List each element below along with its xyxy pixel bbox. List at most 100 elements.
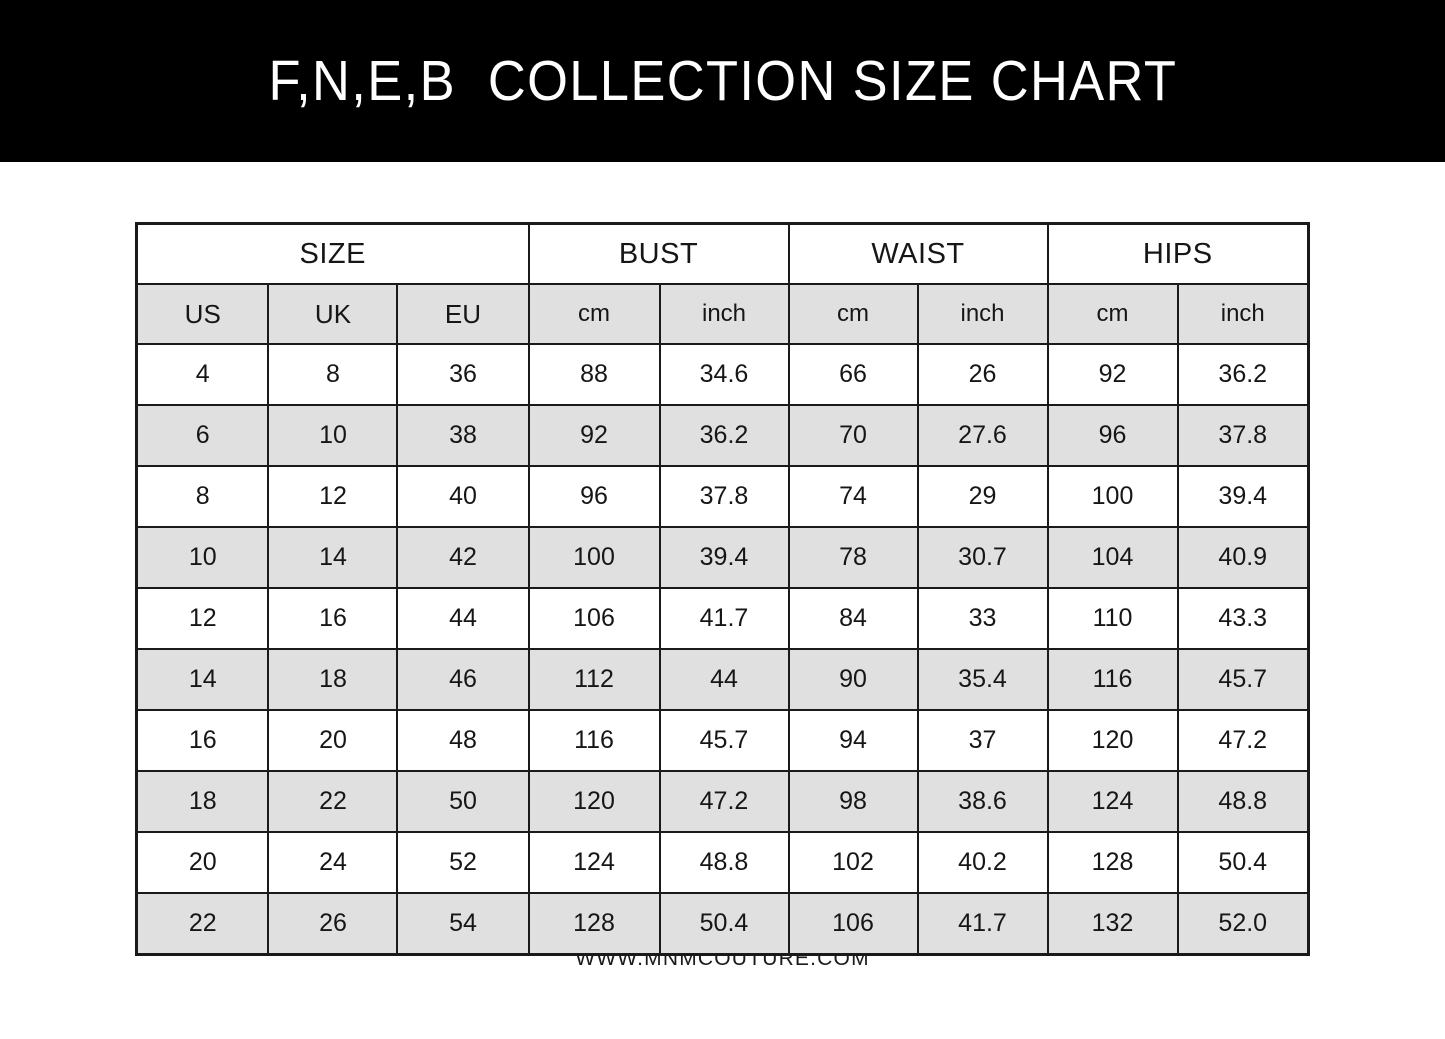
table-cell: 94 bbox=[787, 709, 919, 772]
table-cell: 66 bbox=[787, 343, 919, 406]
page-title: F,N,E,B COLLECTION SIZE CHART bbox=[268, 49, 1177, 113]
table-cell: 37 bbox=[916, 709, 1049, 772]
table-cell: 8 bbox=[267, 343, 399, 406]
table-row: 18 22 50 120 47.2 98 38.6 124 48.8 bbox=[135, 770, 1310, 833]
table-cell: 10 bbox=[267, 404, 399, 467]
table-cell: 96 bbox=[1046, 404, 1179, 467]
table-cell: 12 bbox=[267, 465, 399, 528]
table-cell: 98 bbox=[787, 770, 919, 833]
table-cell: 106 bbox=[527, 587, 661, 650]
table-cell: 128 bbox=[1046, 831, 1179, 894]
table-row: 22 26 54 128 50.4 106 41.7 132 52.0 bbox=[135, 892, 1310, 956]
table-cell: 6 bbox=[135, 404, 270, 467]
table-cell: 100 bbox=[527, 526, 661, 589]
table-cell: 12 bbox=[135, 587, 270, 650]
table-cell: 16 bbox=[267, 587, 399, 650]
table-cell: 48.8 bbox=[658, 831, 790, 894]
table-cell: 88 bbox=[527, 343, 661, 406]
table-cell: 20 bbox=[267, 709, 399, 772]
table-cell: 14 bbox=[135, 648, 270, 711]
table-cell: 20 bbox=[135, 831, 270, 894]
table-cell: 124 bbox=[1046, 770, 1179, 833]
table-cell: 36.2 bbox=[658, 404, 790, 467]
table-cell: 78 bbox=[787, 526, 919, 589]
table-row: 14 18 46 112 44 90 35.4 116 45.7 bbox=[135, 648, 1310, 711]
column-group-size: SIZE bbox=[135, 222, 530, 285]
table-cell: 41.7 bbox=[916, 892, 1049, 956]
table-cell: 30.7 bbox=[916, 526, 1049, 589]
column-header-hips-inch: inch bbox=[1176, 283, 1310, 345]
title-banner: F,N,E,B COLLECTION SIZE CHART bbox=[0, 0, 1445, 162]
table-cell: 24 bbox=[267, 831, 399, 894]
table-row: 20 24 52 124 48.8 102 40.2 128 50.4 bbox=[135, 831, 1310, 894]
table-cell: 10 bbox=[135, 526, 270, 589]
table-cell: 38.6 bbox=[916, 770, 1049, 833]
table-cell: 26 bbox=[916, 343, 1049, 406]
table-cell: 27.6 bbox=[916, 404, 1049, 467]
table-cell: 8 bbox=[135, 465, 270, 528]
table-cell: 92 bbox=[527, 404, 661, 467]
table-cell: 4 bbox=[135, 343, 270, 406]
column-header-waist-inch: inch bbox=[916, 283, 1049, 345]
table-row: 10 14 42 100 39.4 78 30.7 104 40.9 bbox=[135, 526, 1310, 589]
table-cell: 106 bbox=[787, 892, 919, 956]
table-cell: 100 bbox=[1046, 465, 1179, 528]
table-cell: 48 bbox=[396, 709, 530, 772]
table-cell: 46 bbox=[396, 648, 530, 711]
table-cell: 44 bbox=[658, 648, 790, 711]
table-cell: 38 bbox=[396, 404, 530, 467]
table-cell: 52.0 bbox=[1176, 892, 1310, 956]
table-cell: 35.4 bbox=[916, 648, 1049, 711]
table-cell: 47.2 bbox=[1176, 709, 1310, 772]
table-head: SIZE BUST WAIST HIPS US UK EU cm inch cm… bbox=[135, 222, 1310, 345]
table-cell: 40 bbox=[396, 465, 530, 528]
table-row: 8 12 40 96 37.8 74 29 100 39.4 bbox=[135, 465, 1310, 528]
column-group-hips: HIPS bbox=[1046, 222, 1310, 285]
table-cell: 33 bbox=[916, 587, 1049, 650]
table-row: 16 20 48 116 45.7 94 37 120 47.2 bbox=[135, 709, 1310, 772]
table-cell: 41.7 bbox=[658, 587, 790, 650]
table-cell: 37.8 bbox=[658, 465, 790, 528]
table-cell: 128 bbox=[527, 892, 661, 956]
table-cell: 39.4 bbox=[1176, 465, 1310, 528]
table-cell: 132 bbox=[1046, 892, 1179, 956]
table-cell: 50.4 bbox=[1176, 831, 1310, 894]
table-cell: 50 bbox=[396, 770, 530, 833]
table-cell: 102 bbox=[787, 831, 919, 894]
table-cell: 45.7 bbox=[1176, 648, 1310, 711]
table-cell: 18 bbox=[267, 648, 399, 711]
table-cell: 26 bbox=[267, 892, 399, 956]
table-cell: 116 bbox=[527, 709, 661, 772]
table-cell: 54 bbox=[396, 892, 530, 956]
column-header-bust-cm: cm bbox=[527, 283, 661, 345]
table-cell: 47.2 bbox=[658, 770, 790, 833]
size-chart-container: SIZE BUST WAIST HIPS US UK EU cm inch cm… bbox=[0, 162, 1445, 956]
column-header-us: US bbox=[135, 283, 270, 345]
column-header-uk: UK bbox=[267, 283, 399, 345]
table-cell: 18 bbox=[135, 770, 270, 833]
table-row: 12 16 44 106 41.7 84 33 110 43.3 bbox=[135, 587, 1310, 650]
table-cell: 90 bbox=[787, 648, 919, 711]
table-cell: 34.6 bbox=[658, 343, 790, 406]
table-cell: 74 bbox=[787, 465, 919, 528]
column-header-eu: EU bbox=[396, 283, 530, 345]
table-cell: 42 bbox=[396, 526, 530, 589]
table-cell: 39.4 bbox=[658, 526, 790, 589]
table-cell: 120 bbox=[527, 770, 661, 833]
column-group-waist: WAIST bbox=[787, 222, 1049, 285]
table-cell: 124 bbox=[527, 831, 661, 894]
column-group-row: SIZE BUST WAIST HIPS bbox=[135, 222, 1310, 285]
table-cell: 116 bbox=[1046, 648, 1179, 711]
table-cell: 40.2 bbox=[916, 831, 1049, 894]
table-cell: 37.8 bbox=[1176, 404, 1310, 467]
table-cell: 29 bbox=[916, 465, 1049, 528]
size-chart-table: SIZE BUST WAIST HIPS US UK EU cm inch cm… bbox=[134, 222, 1311, 956]
table-cell: 14 bbox=[267, 526, 399, 589]
table-row: 6 10 38 92 36.2 70 27.6 96 37.8 bbox=[135, 404, 1310, 467]
table-cell: 84 bbox=[787, 587, 919, 650]
table-cell: 112 bbox=[527, 648, 661, 711]
table-row: 4 8 36 88 34.6 66 26 92 36.2 bbox=[135, 343, 1310, 406]
table-cell: 40.9 bbox=[1176, 526, 1310, 589]
column-group-bust: BUST bbox=[527, 222, 790, 285]
table-cell: 110 bbox=[1046, 587, 1179, 650]
